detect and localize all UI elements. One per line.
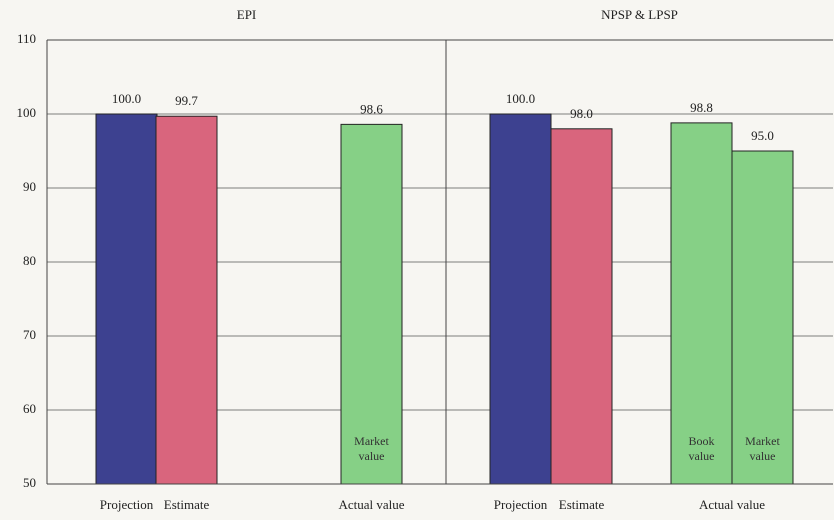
bar [670,122,733,485]
x-tick-label: Actual value [338,497,404,512]
value-label: 98.8 [690,100,713,115]
value-label: 98.0 [570,106,593,121]
y-tick-label: 100 [17,105,37,120]
bar [550,128,613,485]
panel-title: NPSP & LPSP [601,7,678,22]
y-tick-label: 60 [23,401,36,416]
value-label: 100.0 [506,91,535,106]
y-tick-label: 50 [23,475,36,490]
x-tick-label: Estimate [559,497,605,512]
bar [155,115,218,485]
y-tick-label: 70 [23,327,36,342]
bar [95,113,158,485]
bar-name: Book value [688,434,715,463]
bar [489,113,552,485]
panel-title: EPI [237,7,257,22]
value-label: 98.6 [360,101,383,116]
bar [731,150,794,485]
bar-name-box: Book value [688,434,715,463]
bar-name: Market value [354,434,389,463]
y-tick-label: 80 [23,253,36,268]
value-label: 100.0 [112,91,141,106]
value-label: 95.0 [751,128,774,143]
value-label: 99.7 [175,93,198,108]
bar-name: Market value [745,434,780,463]
x-tick-label: Projection [494,497,548,512]
x-tick-label: Actual value [699,497,765,512]
bar-name-box: Market value [354,434,389,463]
bar-name-box: Market value [745,434,780,463]
bar [340,123,403,485]
x-tick-label: Projection [100,497,154,512]
y-tick-label: 110 [17,31,36,46]
y-tick-label: 90 [23,179,36,194]
x-tick-label: Estimate [164,497,210,512]
